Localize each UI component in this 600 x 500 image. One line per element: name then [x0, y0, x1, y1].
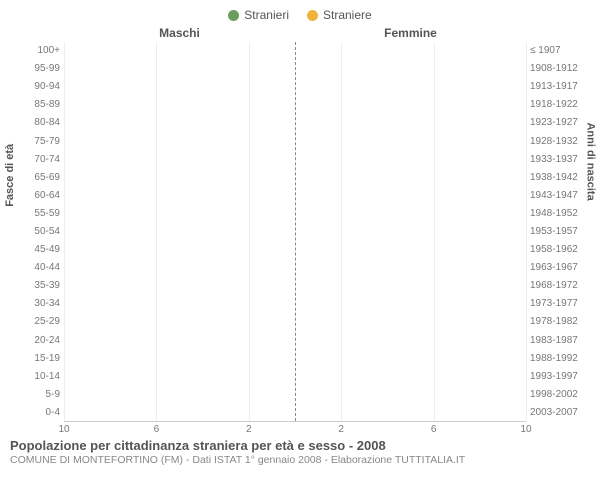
age-label: 80-84	[34, 114, 60, 132]
chart-footer: Popolazione per cittadinanza straniera p…	[8, 438, 592, 466]
age-label: 30-34	[34, 295, 60, 313]
birth-label: 1998-2002	[530, 386, 578, 404]
birth-label: 1918-1922	[530, 96, 578, 114]
birth-label: 1983-1987	[530, 332, 578, 350]
birth-label: ≤ 1907	[530, 42, 561, 60]
legend-male-swatch	[228, 10, 239, 21]
birth-label: 1923-1927	[530, 114, 578, 132]
age-label: 75-79	[34, 132, 60, 150]
birth-label: 1968-1972	[530, 277, 578, 295]
legend-male-label: Stranieri	[244, 8, 289, 22]
age-label: 50-54	[34, 223, 60, 241]
x-tick: 6	[431, 424, 437, 435]
y-axis-birth-labels: ≤ 19071908-19121913-19171918-19221923-19…	[526, 42, 592, 422]
chart-title: Popolazione per cittadinanza straniera p…	[10, 438, 590, 453]
age-label: 20-24	[34, 332, 60, 350]
birth-label: 1953-1957	[530, 223, 578, 241]
age-label: 40-44	[34, 259, 60, 277]
birth-label: 1908-1912	[530, 60, 578, 78]
y-axis-age-labels: 100+95-9990-9485-8980-8475-7970-7465-696…	[8, 42, 64, 422]
chart-subtitle: COMUNE DI MONTEFORTINO (FM) - Dati ISTAT…	[10, 454, 590, 466]
age-label: 15-19	[34, 350, 60, 368]
age-label: 55-59	[34, 205, 60, 223]
legend: Stranieri Straniere	[8, 8, 592, 22]
birth-label: 1958-1962	[530, 241, 578, 259]
age-label: 25-29	[34, 313, 60, 331]
age-label: 35-39	[34, 277, 60, 295]
birth-label: 1933-1937	[530, 151, 578, 169]
age-label: 45-49	[34, 241, 60, 259]
x-tick: 6	[154, 424, 160, 435]
center-line	[295, 42, 296, 421]
legend-female-swatch	[307, 10, 318, 21]
age-label: 100+	[37, 42, 60, 60]
age-label: 65-69	[34, 169, 60, 187]
birth-label: 1943-1947	[530, 187, 578, 205]
population-pyramid-chart: Stranieri Straniere Maschi Femmine Fasce…	[0, 0, 600, 500]
legend-female: Straniere	[307, 8, 372, 22]
column-headers: Maschi Femmine	[8, 26, 592, 40]
x-tick: 2	[246, 424, 252, 435]
birth-label: 1913-1917	[530, 78, 578, 96]
birth-label: 1963-1967	[530, 259, 578, 277]
legend-female-label: Straniere	[323, 8, 372, 22]
y-axis-right-title: Anni di nascita	[584, 122, 596, 200]
x-tick: 2	[338, 424, 344, 435]
header-female: Femmine	[295, 26, 526, 40]
legend-male: Stranieri	[228, 8, 289, 22]
age-label: 60-64	[34, 187, 60, 205]
age-label: 85-89	[34, 96, 60, 114]
birth-label: 2003-2007	[530, 404, 578, 422]
age-label: 5-9	[46, 386, 60, 404]
age-label: 70-74	[34, 151, 60, 169]
x-tick: 10	[58, 424, 69, 435]
x-tick: 10	[520, 424, 531, 435]
plot-area: Fasce di età 100+95-9990-9485-8980-8475-…	[8, 42, 592, 422]
birth-label: 1948-1952	[530, 205, 578, 223]
bars-area	[64, 42, 526, 422]
age-label: 10-14	[34, 368, 60, 386]
header-male: Maschi	[64, 26, 295, 40]
birth-label: 1978-1982	[530, 313, 578, 331]
birth-label: 1993-1997	[530, 368, 578, 386]
age-label: 95-99	[34, 60, 60, 78]
birth-label: 1928-1932	[530, 132, 578, 150]
y-axis-left-title: Fasce di età	[4, 144, 16, 207]
age-label: 0-4	[46, 404, 60, 422]
age-label: 90-94	[34, 78, 60, 96]
birth-label: 1973-1977	[530, 295, 578, 313]
birth-label: 1988-1992	[530, 350, 578, 368]
birth-label: 1938-1942	[530, 169, 578, 187]
